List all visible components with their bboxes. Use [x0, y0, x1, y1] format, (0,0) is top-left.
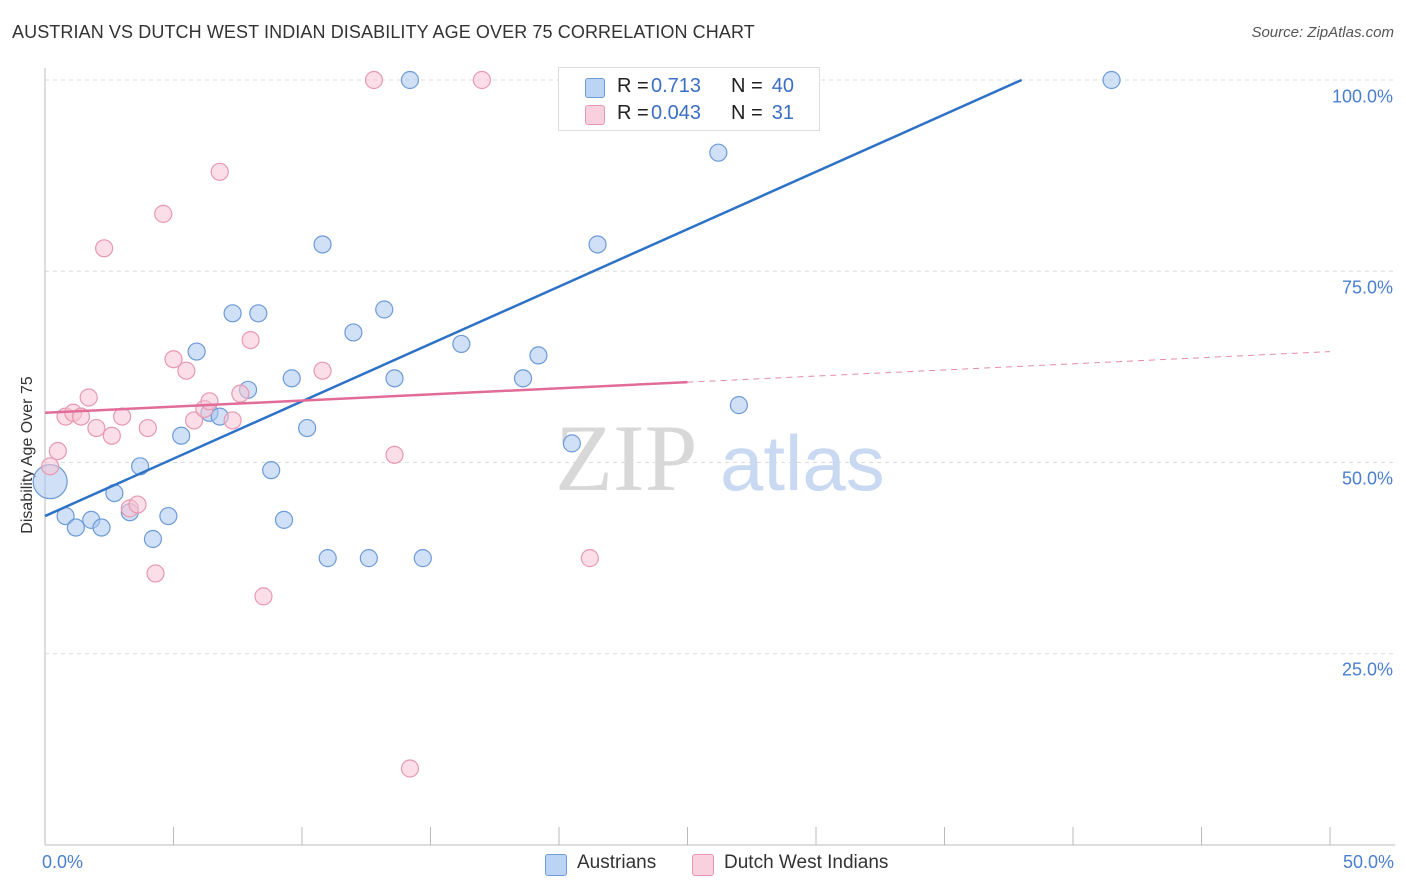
- y-tick-label: 100.0%: [1331, 86, 1393, 107]
- austrians-point: [66, 518, 85, 537]
- dutch-west-indians-point: [164, 350, 183, 369]
- legend-n-value: 31: [771, 102, 794, 124]
- austrians-point: [709, 143, 728, 162]
- dutch-west-indians-point: [200, 392, 219, 411]
- austrians-point: [282, 369, 301, 388]
- correlation-legend: R = 0.713 N = 40 R = 0.043 N = 31: [558, 67, 820, 131]
- dutch-west-indians-point: [254, 587, 273, 606]
- austrians-point: [529, 346, 548, 365]
- dutch-west-indians-point: [472, 70, 491, 90]
- legend-r-label: R =: [617, 75, 649, 97]
- austrians-point: [187, 342, 206, 361]
- y-tick-label: 50.0%: [1341, 468, 1393, 489]
- dutch-west-indians-point: [41, 457, 60, 476]
- legend-r-value: 0.713: [651, 75, 702, 97]
- source-label: Source: ZipAtlas.com: [1251, 24, 1394, 41]
- dutch-west-indians-point: [95, 239, 114, 258]
- legend-swatch-austrians: [585, 78, 605, 98]
- austrians-point: [313, 235, 332, 254]
- austrians-point: [223, 304, 242, 323]
- dutch-west-indians-point: [48, 441, 67, 461]
- dutch-west-indians-point: [313, 361, 332, 380]
- austrians-point: [385, 369, 404, 388]
- dutch-west-indians-point: [241, 331, 260, 350]
- austrians-trend-line: [44, 78, 1023, 518]
- x-tick-label-max: 50.0%: [1342, 852, 1394, 872]
- legend-row-austrians: R = 0.713 N = 40: [559, 73, 819, 101]
- austrians-point: [588, 235, 607, 254]
- dutch-west-indians-trend-extension: [687, 351, 1331, 383]
- legend-row-dutch-west-indians: R = 0.043 N = 31: [559, 100, 819, 128]
- legend-swatch-dutch-west-indians: [585, 105, 605, 125]
- dutch-west-indians-point: [580, 549, 599, 568]
- dutch-west-indians-trend-line: [44, 380, 688, 415]
- austrians-point: [729, 396, 749, 415]
- dutch-west-indians-point: [231, 384, 250, 403]
- dutch-west-indians-point: [138, 418, 157, 438]
- dutch-west-indians-point: [385, 445, 404, 464]
- dutch-west-indians-point: [87, 418, 106, 438]
- austrians-point: [513, 369, 533, 388]
- austrians-point: [249, 304, 268, 323]
- y-tick-label: 25.0%: [1341, 659, 1393, 680]
- dutch-west-indians-point: [102, 426, 121, 445]
- austrians-point: [452, 334, 471, 354]
- austrians-point: [375, 300, 394, 319]
- austrians-point: [400, 70, 420, 90]
- legend-r-label: R =: [617, 102, 649, 124]
- series-swatch-dutch-west-indians: [692, 854, 714, 876]
- chart-title: AUSTRIAN VS DUTCH WEST INDIAN DISABILITY…: [12, 22, 755, 42]
- series-label-austrians: Austrians: [577, 852, 657, 873]
- austrians-point: [274, 510, 294, 529]
- legend-r-value: 0.043: [651, 102, 702, 124]
- dutch-west-indians-point: [210, 162, 229, 181]
- austrians-point: [159, 506, 178, 526]
- legend-n-label: N =: [731, 75, 763, 97]
- dutch-west-indians-point: [223, 411, 242, 430]
- austrians-point: [344, 323, 363, 342]
- austrians-point: [172, 426, 191, 445]
- dutch-west-indians-point: [184, 411, 204, 430]
- series-label-dutch-west-indians: Dutch West Indians: [724, 852, 889, 873]
- watermark-zip: ZIP: [555, 405, 698, 511]
- austrians-point: [92, 518, 111, 537]
- austrians-point: [359, 549, 378, 568]
- austrians-point: [562, 434, 581, 453]
- watermark-atlas: atlas: [720, 419, 885, 507]
- dutch-west-indians-point: [177, 361, 196, 380]
- austrians-point: [143, 529, 163, 549]
- austrians-point: [1102, 70, 1121, 90]
- y-tick-label: 75.0%: [1341, 277, 1393, 298]
- dutch-west-indians-point: [112, 407, 132, 426]
- austrians-point: [298, 418, 317, 438]
- dutch-west-indians-point: [364, 70, 384, 90]
- dutch-west-indians-point: [79, 388, 98, 407]
- dutch-west-indians-point: [146, 564, 165, 583]
- legend-n-label: N =: [731, 102, 763, 124]
- austrians-point: [262, 461, 281, 480]
- legend-n-value: 40: [771, 75, 794, 97]
- austrians-point: [413, 549, 432, 568]
- x-tick-label-min: 0.0%: [42, 852, 84, 872]
- series-swatch-austrians: [545, 854, 567, 876]
- dutch-west-indians-point: [400, 759, 420, 778]
- dutch-west-indians-point: [128, 495, 147, 514]
- dutch-west-indians-point: [154, 204, 173, 223]
- austrians-point: [318, 549, 337, 568]
